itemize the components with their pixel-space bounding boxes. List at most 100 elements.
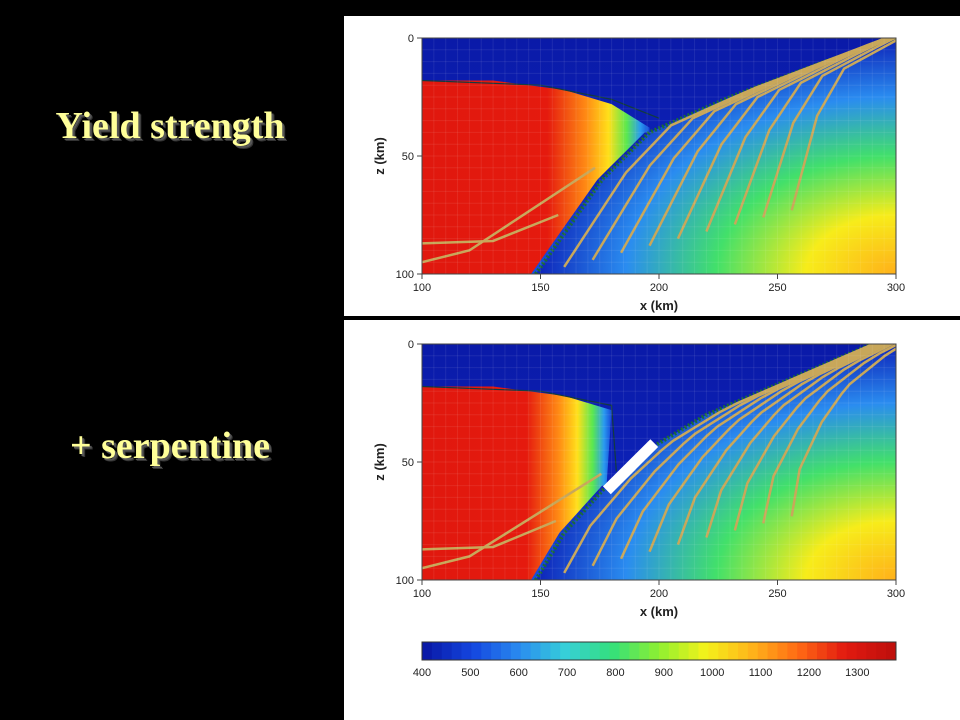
colorbar-cell [451,642,462,660]
x-axis-title: x (km) [640,604,678,619]
top-temperature-plot: 100 150 200 250 300 0 50 100 z (km) x (km) [372,33,905,313]
colorbar-cell [510,642,522,660]
isotherm-contour [676,38,891,240]
colorbar-cell [817,642,828,660]
colorbar-frame [421,641,897,661]
colorbar-cell [826,642,838,660]
colorbar-cell [422,642,433,660]
colorbar-cell [856,642,867,660]
y-tick-label: 50 [402,457,414,469]
isotherm-contour [705,38,893,232]
isotherm-contour [619,344,880,560]
colorbar-cell [876,642,887,660]
heatmap-field [422,344,896,580]
y-tick-label: 100 [396,269,414,281]
x-tick-label: 150 [531,588,549,600]
heatmap-field [422,38,896,274]
y-tick-label: 0 [408,33,414,45]
colorbar-cell [797,642,808,660]
x-tick-label: 100 [413,588,431,600]
colorbar-cell [708,642,719,660]
x-tick-label: 100 [413,282,431,294]
colorbar-cell [520,642,532,660]
colorbar-cell [668,642,680,660]
colorbar-cell [807,642,818,660]
hot-mantle-wedge [422,386,612,580]
colorbar-tick-label: 1100 [749,667,773,679]
colorbar-tick-label: 1000 [700,667,724,679]
y-axis-title: z (km) [372,443,387,481]
isotherm-contour [705,344,891,538]
colorbar-cell [698,642,709,660]
isotherm-contour [733,38,895,225]
colorbar-cell [619,642,630,660]
x-tick-label: 250 [768,588,786,600]
colorbar-tick-label: 600 [510,667,528,679]
x-tick-label: 300 [887,588,905,600]
colorbar-cell [846,642,857,660]
isotherm-contour [790,39,896,211]
bottom-plot-panel: 100 150 200 250 300 0 50 100 z (km) x (km) 400 500 6… [344,320,960,720]
title-yield-strength: Yield strength [55,105,285,147]
colorbar-tick-label: 1300 [845,667,869,679]
colorbar-cell [747,642,759,660]
x-axis-title: x (km) [640,298,678,313]
subducting-slab-region [535,344,896,580]
colorbar-cell [718,642,729,660]
colorbar-cell [659,642,670,660]
colorbar-tick-label: 500 [461,667,479,679]
colorbar-cell [688,642,699,660]
colorbar-cell [836,642,848,660]
colorbar-cell [540,642,551,660]
x-tick-label: 150 [531,282,549,294]
colorbar-tick-label: 700 [558,667,576,679]
colorbar-cell [639,642,650,660]
colorbar-cell [886,642,897,660]
title-serpentine: + serpentine [69,425,271,467]
colorbar-cell [530,642,541,660]
isotherm-contour [762,38,896,218]
isotherm-contour [733,344,896,531]
colorbar-cell [599,642,611,660]
y-axis-title: z (km) [372,137,387,175]
top-plot-panel: 100 150 200 250 300 0 50 100 z (km) x (km) [344,16,960,316]
colorbar-cell [471,642,482,660]
colorbar-cell [491,642,502,660]
x-tick-label: 250 [768,282,786,294]
wedge-contour [422,166,596,264]
lid-contour [422,79,660,119]
x-tick-label: 200 [650,282,668,294]
colorbar-cell [441,642,453,660]
colorbar-cell [649,642,660,660]
isotherm-contour [676,344,887,546]
wedge-contour [422,519,557,551]
colorbar-tick-label: 800 [606,667,624,679]
y-tick-label: 0 [408,339,414,351]
colorbar-cell [728,642,739,660]
hot-mantle-wedge [422,80,650,274]
colorbar-tick-label: 1200 [797,667,821,679]
colorbar-cell [560,642,571,660]
colorbar-cell [629,642,640,660]
colorbar: 400 500 600 700 800 900 1000 1100 1200 1300 [413,641,897,679]
colorbar-cell [461,642,472,660]
colorbar-cell [609,642,620,660]
colorbar-cell [570,642,581,660]
colorbar-cell [580,642,591,660]
isotherm-contour [790,347,896,517]
x-tick-label: 200 [650,588,668,600]
colorbar-cell [767,642,778,660]
bottom-temperature-plot: 100 150 200 250 300 0 50 100 z (km) x (km) 400 500 6… [372,339,905,679]
colorbar-cell [501,642,512,660]
colorbar-cell [589,642,601,660]
colorbar-cell [866,642,877,660]
colorbar-cell [550,642,561,660]
isotherm-contour [648,344,883,553]
x-tick-label: 300 [887,282,905,294]
isotherm-contour [762,344,896,524]
colorbar-tick-label: 900 [655,667,673,679]
colorbar-cell [777,642,788,660]
colorbar-cell [738,642,749,660]
colorbar-cell [431,642,443,660]
lid-contour [422,385,617,472]
